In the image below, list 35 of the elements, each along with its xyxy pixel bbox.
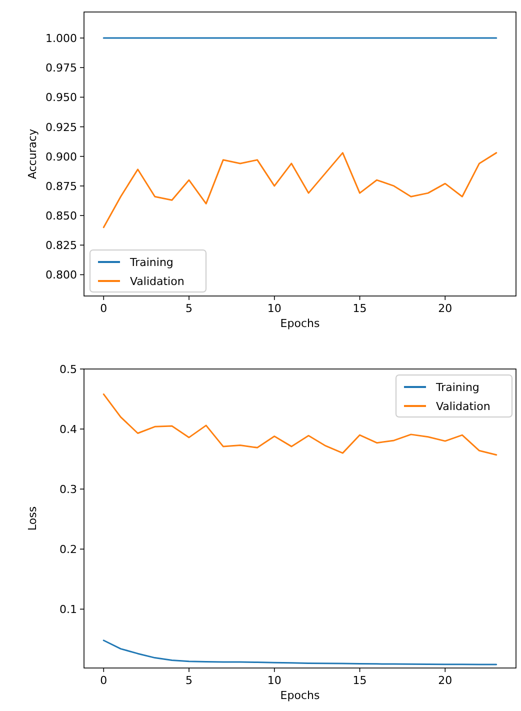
x-tick-label: 10 (267, 302, 282, 315)
x-tick-label: 10 (267, 674, 282, 687)
x-tick-label: 0 (100, 302, 108, 315)
y-tick-label: 0.950 (46, 91, 77, 104)
legend-label: Training (129, 256, 174, 269)
y-tick-label: 0.4 (60, 423, 77, 436)
x-tick-label: 15 (352, 302, 367, 315)
legend-label: Validation (130, 275, 184, 288)
y-tick-label: 0.825 (46, 239, 77, 252)
x-tick-label: 20 (438, 674, 452, 687)
legend-label: Training (435, 381, 480, 394)
y-tick-label: 0.3 (60, 483, 77, 496)
y-axis-title: Accuracy (26, 128, 39, 180)
y-tick-label: 0.900 (46, 150, 77, 164)
line-series (102, 152, 498, 228)
y-tick-label: 0.975 (46, 62, 77, 75)
y-axis-title: Loss (26, 506, 39, 531)
y-tick-label: 0.5 (60, 363, 77, 376)
line-series (102, 640, 498, 666)
x-tick-label: 5 (186, 674, 193, 687)
x-tick-label: 15 (352, 674, 367, 687)
y-tick-label: 0.850 (46, 210, 77, 223)
y-tick-label: 0.1 (60, 603, 77, 616)
y-tick-label: 0.800 (46, 268, 77, 282)
y-tick-label: 0.875 (46, 180, 77, 193)
y-tick-label: 1.000 (46, 32, 77, 46)
y-tick-label: 0.925 (46, 120, 77, 134)
line-series (102, 393, 498, 456)
legend-label: Validation (436, 400, 490, 413)
x-axis-title: Epochs (280, 689, 320, 702)
x-axis-title: Epochs (280, 317, 320, 330)
x-tick-label: 20 (438, 302, 452, 315)
x-tick-label: 5 (186, 302, 193, 315)
x-tick-label: 0 (100, 674, 108, 687)
y-tick-label: 0.2 (60, 543, 77, 556)
